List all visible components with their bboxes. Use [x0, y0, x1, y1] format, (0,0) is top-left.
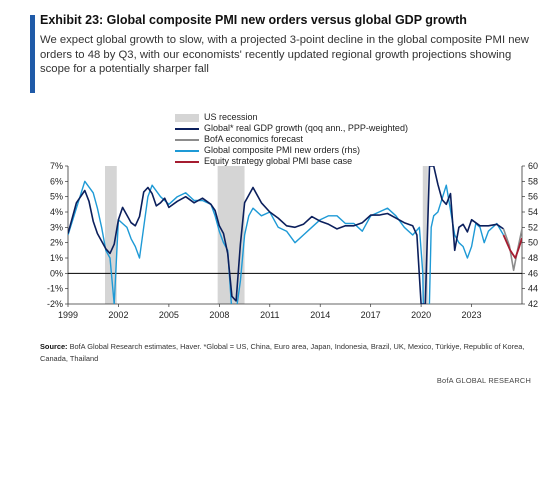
exhibit-subtitle: We expect global growth to slow, with a … [40, 34, 529, 75]
chart-series [68, 166, 522, 304]
series-line-pmi_forecast [502, 234, 522, 259]
x-tick-label: 2014 [310, 310, 330, 320]
source-note: Source: BofA Global Research estimates, … [40, 341, 528, 365]
legend-label: Equity strategy global PMI base case [204, 156, 353, 166]
x-tick-label: 2020 [411, 310, 431, 320]
legend-item-pmi_forecast: Equity strategy global PMI base case [175, 156, 408, 167]
right-tick-label: 50 [528, 238, 538, 248]
source-text: BofA Global Research estimates, Haver. *… [40, 342, 525, 363]
chart-legend: US recession Global* real GDP growth (qoq… [175, 112, 408, 167]
research-credit: BofA GLOBAL RESEARCH [436, 376, 531, 385]
legend-label: US recession [204, 112, 258, 122]
x-tick-label: 2023 [462, 310, 482, 320]
legend-swatch-gdp [175, 127, 199, 130]
x-tick-label: 2011 [260, 310, 279, 320]
legend-item-pmi: Global composite PMI new orders (rhs) [175, 145, 408, 156]
legend-item-recession: US recession [175, 112, 408, 123]
left-tick-label: 3% [50, 222, 63, 232]
right-tick-label: 54 [528, 207, 538, 217]
exhibit-title: Exhibit 23: Global composite PMI new ord… [40, 13, 467, 27]
right-tick-label: 58 [528, 176, 538, 186]
left-tick-label: 5% [50, 192, 63, 202]
left-tick-label: -1% [47, 284, 63, 294]
right-tick-label: 56 [528, 192, 538, 202]
legend-label: Global* real GDP growth (qoq ann., PPP-w… [204, 123, 408, 133]
left-tick-label: 1% [50, 253, 63, 263]
series-line-pmi [68, 180, 505, 304]
legend-label: Global composite PMI new orders (rhs) [204, 145, 361, 155]
axis-tick-labels: -2% -1% 0% 1% 2% 3% 4% 5% 6% 7% 42 44 46 48 50 52 54 56 58… [47, 161, 538, 320]
right-tick-label: 46 [528, 268, 538, 278]
legend-label: BofA economics forecast [204, 134, 304, 144]
left-tick-label: 7% [50, 161, 63, 171]
left-tick-label: 4% [50, 207, 63, 217]
right-tick-label: 52 [528, 222, 538, 232]
left-tick-label: 6% [50, 176, 63, 186]
right-tick-label: 60 [528, 161, 538, 171]
recession-band-0 [104, 166, 117, 304]
legend-swatch-forecast [175, 138, 199, 141]
x-tick-label: 2002 [108, 310, 128, 320]
x-tick-label: 2017 [361, 310, 381, 320]
left-tick-label: 0% [50, 268, 63, 278]
series-line-gdp [68, 166, 504, 304]
legend-swatch-recession [175, 113, 199, 122]
legend-swatch-pmi_forecast [175, 160, 199, 163]
x-tick-label: 2005 [159, 310, 179, 320]
left-tick-label: 2% [50, 238, 63, 248]
right-tick-label: 44 [528, 284, 538, 294]
accent-bar [30, 15, 35, 93]
series-line-forecast [502, 228, 522, 272]
legend-swatch-pmi [175, 149, 199, 152]
legend-item-forecast: BofA economics forecast [175, 134, 408, 145]
left-tick-label: -2% [47, 299, 63, 309]
source-label: Source: [40, 342, 68, 351]
right-tick-label: 48 [528, 253, 538, 263]
right-tick-label: 42 [528, 299, 538, 309]
x-tick-label: 2008 [209, 310, 229, 320]
recession-band-2 [422, 166, 428, 304]
x-tick-label: 1999 [58, 310, 78, 320]
legend-item-gdp: Global* real GDP growth (qoq ann., PPP-w… [175, 123, 408, 134]
